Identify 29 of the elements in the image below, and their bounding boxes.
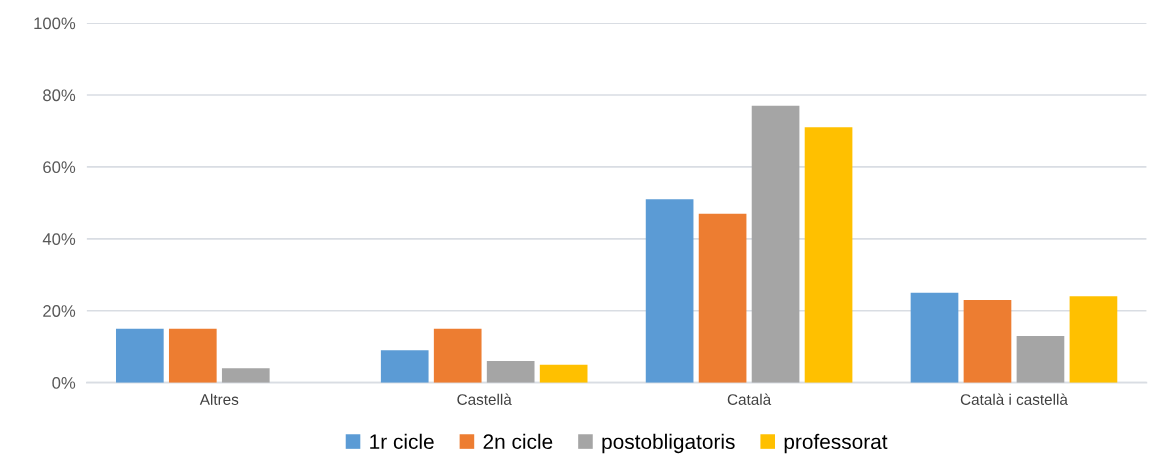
legend-label: 1r cicle — [370, 433, 434, 450]
legend-label: postobligatoris — [602, 433, 735, 454]
y-tick-label: 20% — [43, 305, 76, 317]
bar — [433, 328, 482, 383]
bar — [963, 299, 1012, 383]
y-tick-label: 80% — [43, 89, 76, 102]
bar — [910, 292, 959, 383]
bar — [486, 361, 535, 383]
bar — [115, 328, 164, 383]
x-tick-label: Castellà — [457, 393, 512, 405]
bar — [751, 105, 800, 383]
x-tick-label: Català — [727, 393, 772, 405]
x-tick-label: Català i castellà — [960, 393, 1068, 405]
bar — [380, 350, 429, 383]
bar — [804, 127, 853, 383]
y-tick-label: 100% — [34, 17, 76, 30]
bar — [221, 368, 270, 383]
bar — [1016, 335, 1065, 383]
y-tick-label: 0% — [52, 377, 76, 389]
bar — [698, 213, 747, 383]
y-tick-label: 40% — [42, 233, 76, 245]
bar — [645, 199, 694, 383]
bar — [168, 328, 217, 383]
legend-label: 2n cicle — [483, 433, 553, 450]
x-tick-label: Altres — [199, 393, 239, 405]
legend-label: professorat — [784, 433, 888, 454]
y-tick-label: 60% — [43, 161, 76, 174]
bar — [539, 364, 588, 383]
bar — [1069, 296, 1118, 383]
